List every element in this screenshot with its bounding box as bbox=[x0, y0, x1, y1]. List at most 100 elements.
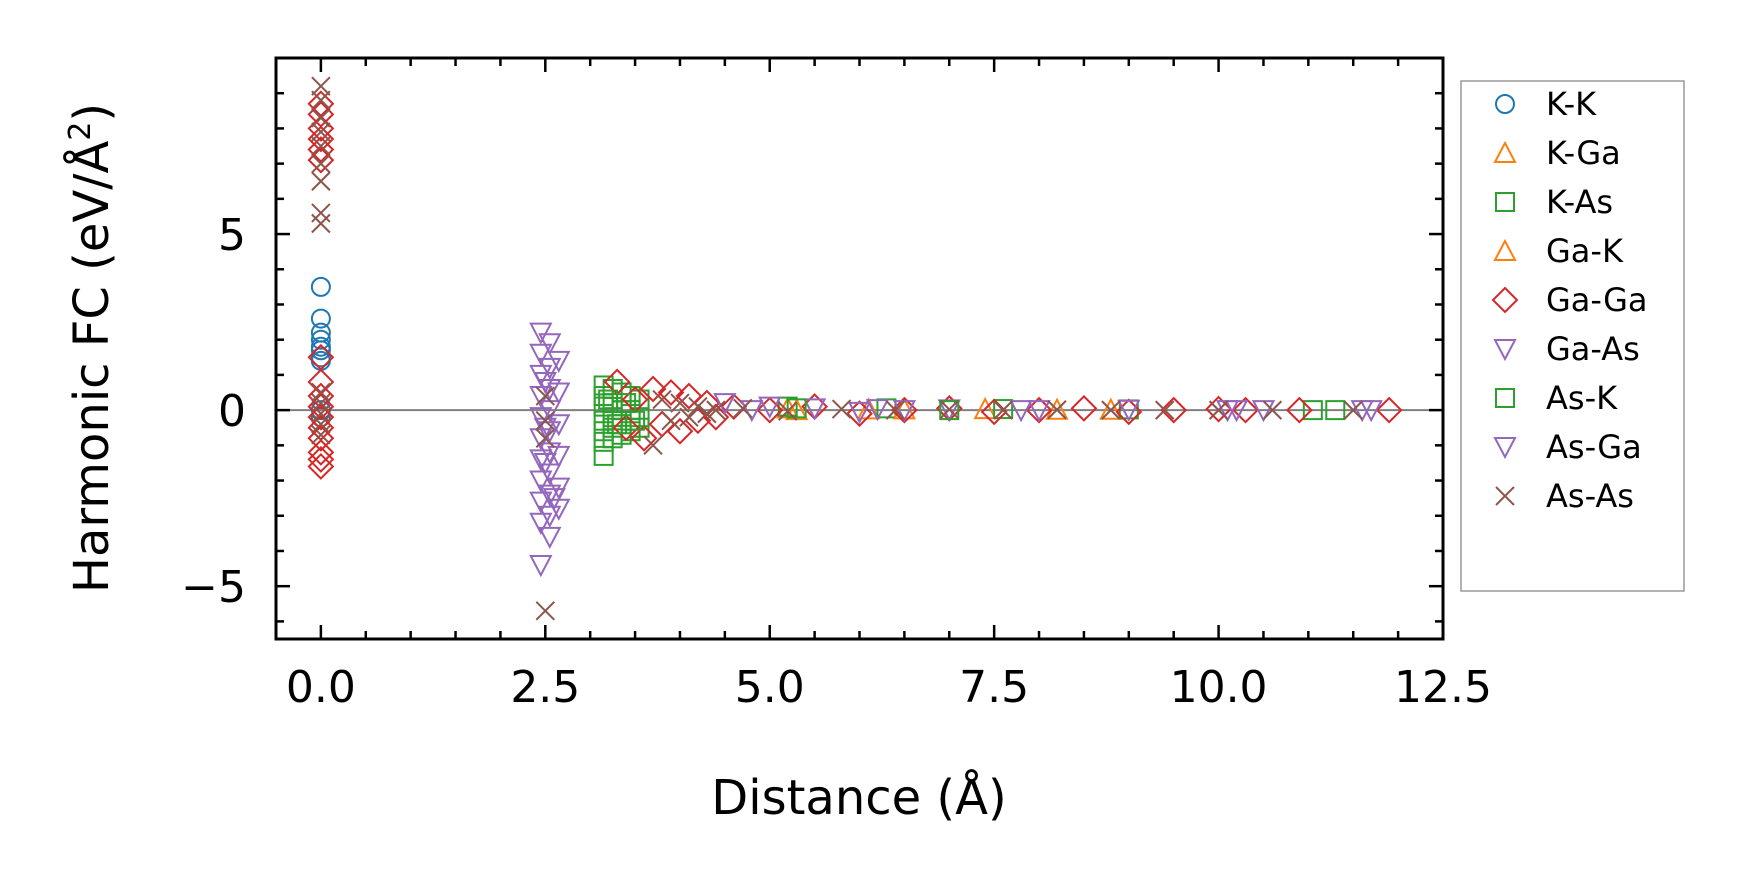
data-point bbox=[993, 400, 1013, 420]
series-as-ga bbox=[533, 371, 1374, 511]
legend-marker bbox=[1495, 388, 1515, 408]
data-point bbox=[533, 371, 557, 395]
legend-entry-as-as: As-As bbox=[1495, 477, 1634, 515]
y-tick-labels: −5 0 5 bbox=[181, 210, 246, 613]
x-tick-labels: 0.0 2.5 5.0 7.5 10.0 12.5 bbox=[286, 662, 1492, 713]
legend-label: Ga-Ga bbox=[1546, 281, 1648, 319]
data-point bbox=[885, 400, 906, 420]
data-point bbox=[538, 526, 562, 550]
data-point bbox=[1205, 395, 1232, 423]
legend-entry-k-k: K-K bbox=[1495, 85, 1597, 123]
legend-entry-k-ga: K-Ga bbox=[1493, 134, 1621, 172]
data-point bbox=[713, 393, 737, 416]
data-point bbox=[311, 213, 331, 234]
data-point bbox=[533, 452, 557, 476]
data-point bbox=[666, 417, 694, 445]
data-point bbox=[1115, 398, 1143, 426]
y-axis-title: Harmonic FC (eV/Å2) bbox=[63, 103, 120, 593]
data-point bbox=[547, 382, 571, 405]
data-point bbox=[311, 403, 331, 424]
data-point bbox=[311, 171, 331, 191]
series-as-k bbox=[598, 389, 960, 435]
legend-marker bbox=[1493, 437, 1517, 460]
plot-frame bbox=[274, 56, 1445, 641]
legend-entry-as-k: As-K bbox=[1495, 379, 1618, 417]
data-point bbox=[311, 108, 331, 128]
data-point bbox=[538, 357, 562, 381]
y-axis-title-main: Harmonic FC (eV/Å bbox=[63, 141, 120, 594]
legend-label: K-As bbox=[1546, 183, 1613, 221]
data-point bbox=[786, 398, 807, 419]
legend-entry-ga-k: Ga-K bbox=[1493, 232, 1624, 270]
legend-entry-ga-as: Ga-As bbox=[1493, 330, 1640, 368]
data-point bbox=[675, 382, 703, 410]
data-point bbox=[311, 203, 331, 223]
data-point bbox=[1262, 400, 1283, 420]
data-point bbox=[612, 414, 640, 442]
legend-marker bbox=[1495, 192, 1515, 212]
data-point bbox=[1208, 400, 1229, 420]
legend-marker bbox=[1493, 238, 1517, 261]
data-point bbox=[1343, 400, 1363, 420]
data-point bbox=[311, 393, 331, 413]
data-point bbox=[639, 375, 667, 403]
x-tick-label: 10.0 bbox=[1170, 662, 1268, 713]
data-point bbox=[630, 424, 658, 452]
y-tick-label: 0 bbox=[218, 386, 246, 437]
data-point bbox=[535, 428, 556, 448]
data-point bbox=[643, 435, 663, 456]
legend-label: K-Ga bbox=[1546, 134, 1621, 172]
data-point bbox=[1325, 400, 1346, 421]
data-point bbox=[1047, 400, 1067, 420]
data-point bbox=[307, 438, 335, 466]
data-point bbox=[1285, 396, 1313, 424]
data-point bbox=[533, 417, 557, 440]
data-point bbox=[856, 397, 881, 420]
data-point bbox=[538, 505, 562, 528]
data-point bbox=[1155, 400, 1175, 420]
series-as-as bbox=[311, 76, 1363, 621]
data-point bbox=[529, 407, 553, 430]
data-point bbox=[535, 386, 556, 406]
data-point bbox=[311, 153, 331, 174]
data-point bbox=[547, 477, 571, 500]
y-axis-title-close: ) bbox=[64, 103, 120, 122]
series-ga-ga bbox=[307, 90, 1403, 480]
data-point bbox=[657, 379, 685, 406]
data-point bbox=[529, 512, 553, 535]
y-axis-title-superscript: 2 bbox=[63, 122, 98, 141]
data-point bbox=[535, 410, 556, 431]
legend-frame bbox=[1460, 80, 1685, 592]
legend-label: Ga-As bbox=[1546, 330, 1640, 368]
data-point bbox=[939, 400, 960, 421]
legend-label: Ga-K bbox=[1546, 232, 1624, 270]
data-point bbox=[307, 446, 335, 473]
data-point bbox=[973, 396, 997, 420]
data-point bbox=[538, 421, 562, 444]
x-tick-label: 2.5 bbox=[510, 662, 580, 713]
data-point bbox=[311, 122, 331, 142]
legend-label: As-Ga bbox=[1546, 428, 1642, 466]
x-tick-label: 0.0 bbox=[286, 662, 356, 713]
legend-marker bbox=[1493, 140, 1517, 163]
x-axis-title: Distance (Å) bbox=[711, 769, 1006, 826]
legend-items: K-K K-Ga K-As Ga-K Ga-Ga Ga-As As-K As-Ga As-As bbox=[1491, 85, 1648, 515]
plot-area bbox=[274, 56, 1445, 641]
x-tick-label: 12.5 bbox=[1394, 662, 1492, 713]
data-point bbox=[625, 410, 646, 431]
data-point bbox=[1070, 394, 1098, 422]
data-point bbox=[706, 400, 726, 420]
data-point bbox=[311, 382, 331, 403]
data-point bbox=[311, 425, 331, 445]
legend: K-K K-Ga K-As Ga-K Ga-Ga Ga-As As-K As-Ga As-As bbox=[1460, 80, 1685, 592]
y-tick-label: −5 bbox=[181, 562, 246, 613]
data-point bbox=[802, 398, 827, 421]
data-point bbox=[311, 414, 331, 434]
data-point bbox=[529, 555, 553, 578]
data-point bbox=[670, 393, 690, 413]
x-tick-label: 5.0 bbox=[735, 662, 805, 713]
data-point bbox=[865, 399, 890, 422]
data-point bbox=[1027, 400, 1051, 423]
data-point bbox=[310, 340, 331, 361]
